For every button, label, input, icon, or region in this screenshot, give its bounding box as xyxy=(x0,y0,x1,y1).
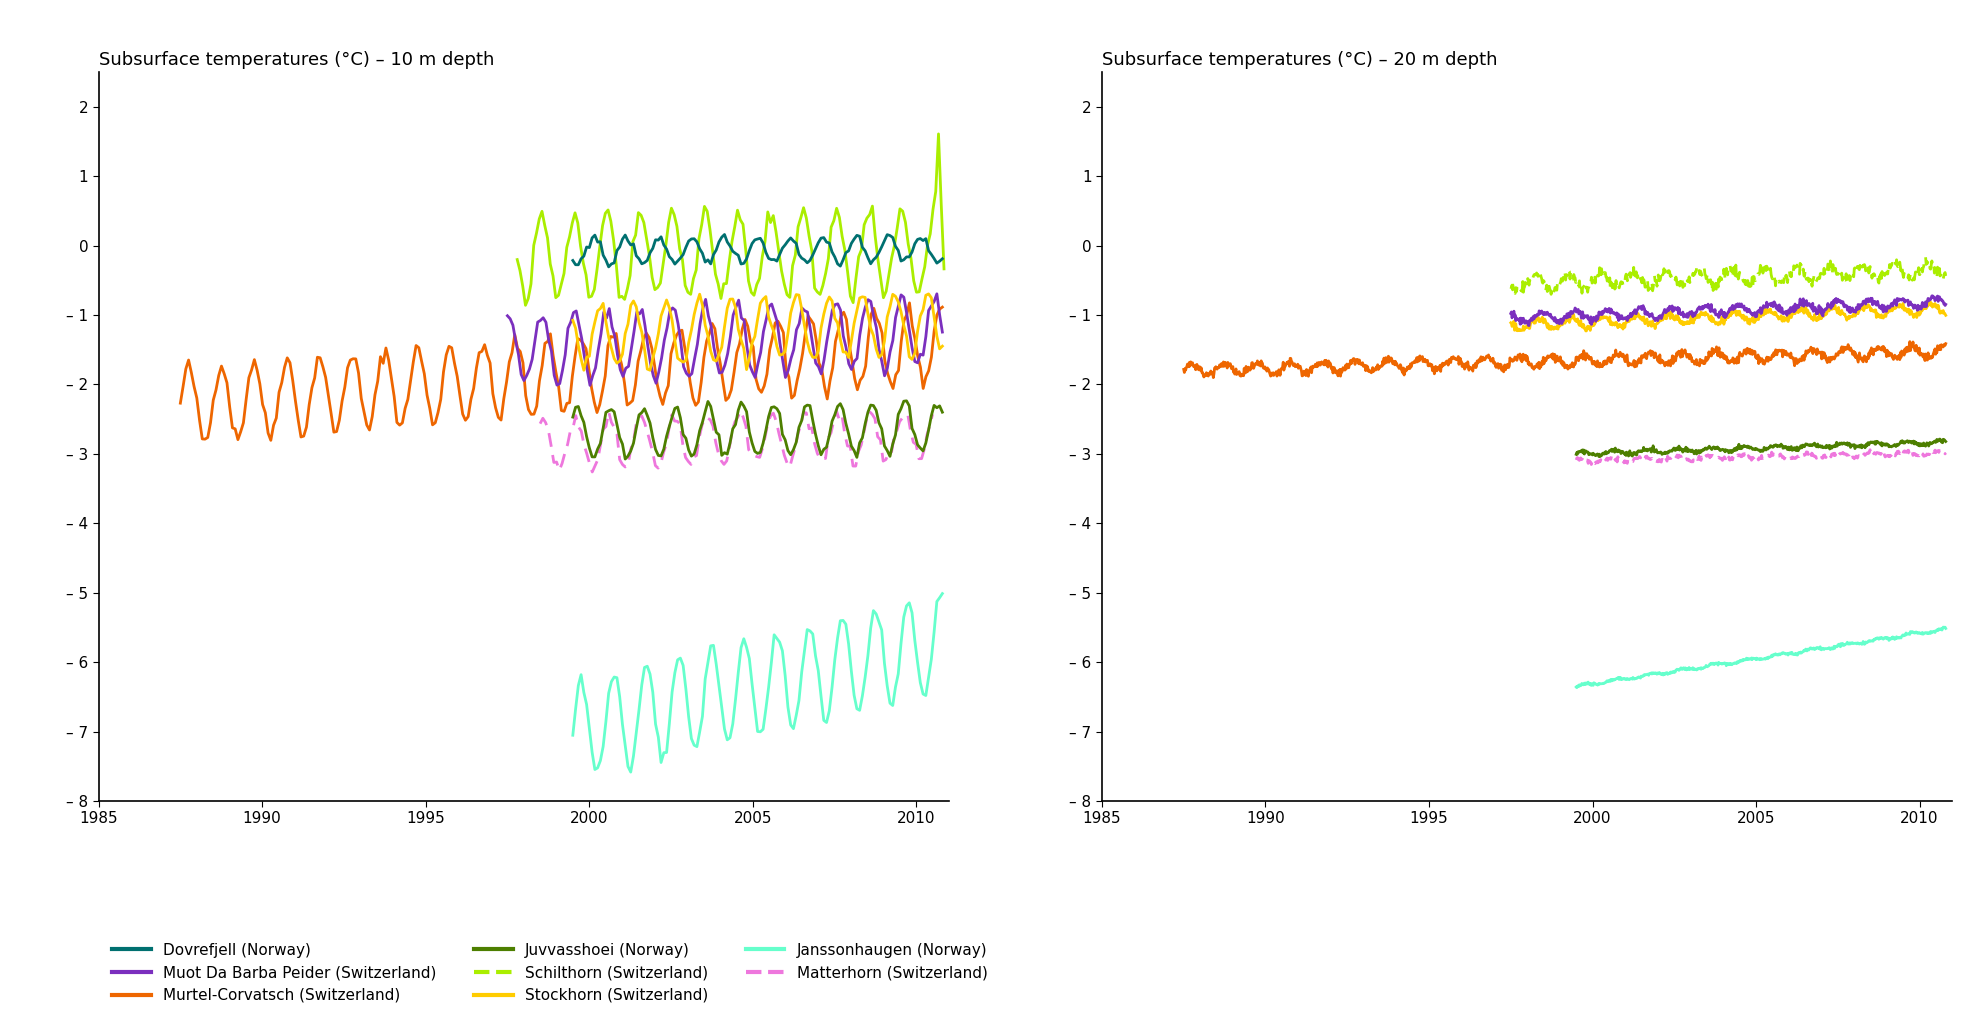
Text: Subsurface temperatures (°C) – 10 m depth: Subsurface temperatures (°C) – 10 m dept… xyxy=(99,51,493,69)
Legend: Dovrefjell (Norway), Muot Da Barba Peider (Switzerland), Murtel-Corvatsch (Switz: Dovrefjell (Norway), Muot Da Barba Peide… xyxy=(106,937,994,1010)
Text: Subsurface temperatures (°C) – 20 m depth: Subsurface temperatures (°C) – 20 m dept… xyxy=(1102,51,1497,69)
